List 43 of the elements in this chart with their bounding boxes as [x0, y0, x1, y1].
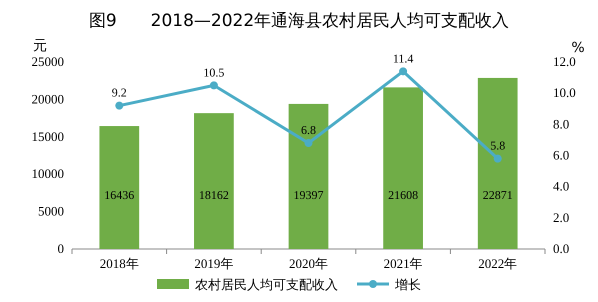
y2-tick-label: 12.0 — [553, 54, 576, 69]
point — [210, 81, 218, 90]
data-label: 10.5 — [203, 65, 224, 80]
x-tick-label: 2021年 — [384, 256, 423, 271]
point — [494, 154, 502, 163]
legend-label: 增长 — [394, 278, 421, 293]
point — [399, 67, 408, 76]
y2-axis-title: % — [571, 40, 585, 56]
y-tick-label: 25000 — [32, 54, 64, 69]
y2-tick-label: 8.0 — [553, 116, 570, 132]
bar — [383, 87, 423, 249]
y2-tick-label: 10.0 — [553, 85, 576, 100]
point — [115, 102, 124, 110]
y2-tick-label: 4.0 — [553, 178, 570, 194]
data-label: 9.2 — [112, 86, 127, 100]
y-tick-label: 0 — [58, 241, 64, 256]
y-tick-label: 10000 — [32, 166, 64, 182]
bar — [99, 126, 140, 249]
chart-title: 图9 2018—2022年通海县农村居民人均可支配收入 — [88, 11, 510, 31]
y-axis-title: 元 — [33, 38, 47, 54]
x-tick-label: 2018年 — [100, 256, 139, 271]
x-tick-label: 2022年 — [478, 256, 518, 271]
y-tick-label: 20000 — [32, 91, 64, 106]
y2-tick-label: 2.0 — [553, 210, 570, 225]
bar — [194, 113, 234, 249]
data-label: 22871 — [482, 188, 513, 202]
bar — [478, 78, 518, 249]
y-tick-label: 5000 — [38, 204, 64, 219]
x-tick-label: 2020年 — [289, 256, 328, 271]
data-label: 19397 — [294, 188, 324, 202]
x-tick-label: 2019年 — [194, 256, 234, 271]
y2-tick-label: 6.0 — [553, 148, 570, 162]
y2-tick-label: 0.0 — [553, 241, 570, 256]
data-label: 5.8 — [490, 138, 506, 153]
bar — [288, 104, 328, 249]
data-label: 21608 — [388, 188, 418, 202]
legend-label: 农村居民人均可支配收入 — [195, 278, 338, 293]
point — [304, 139, 312, 148]
data-label: 6.8 — [301, 123, 316, 138]
data-label: 16436 — [104, 188, 134, 202]
data-label: 11.4 — [392, 51, 414, 66]
data-label: 18162 — [198, 188, 229, 202]
y-tick-label: 15000 — [32, 128, 64, 144]
